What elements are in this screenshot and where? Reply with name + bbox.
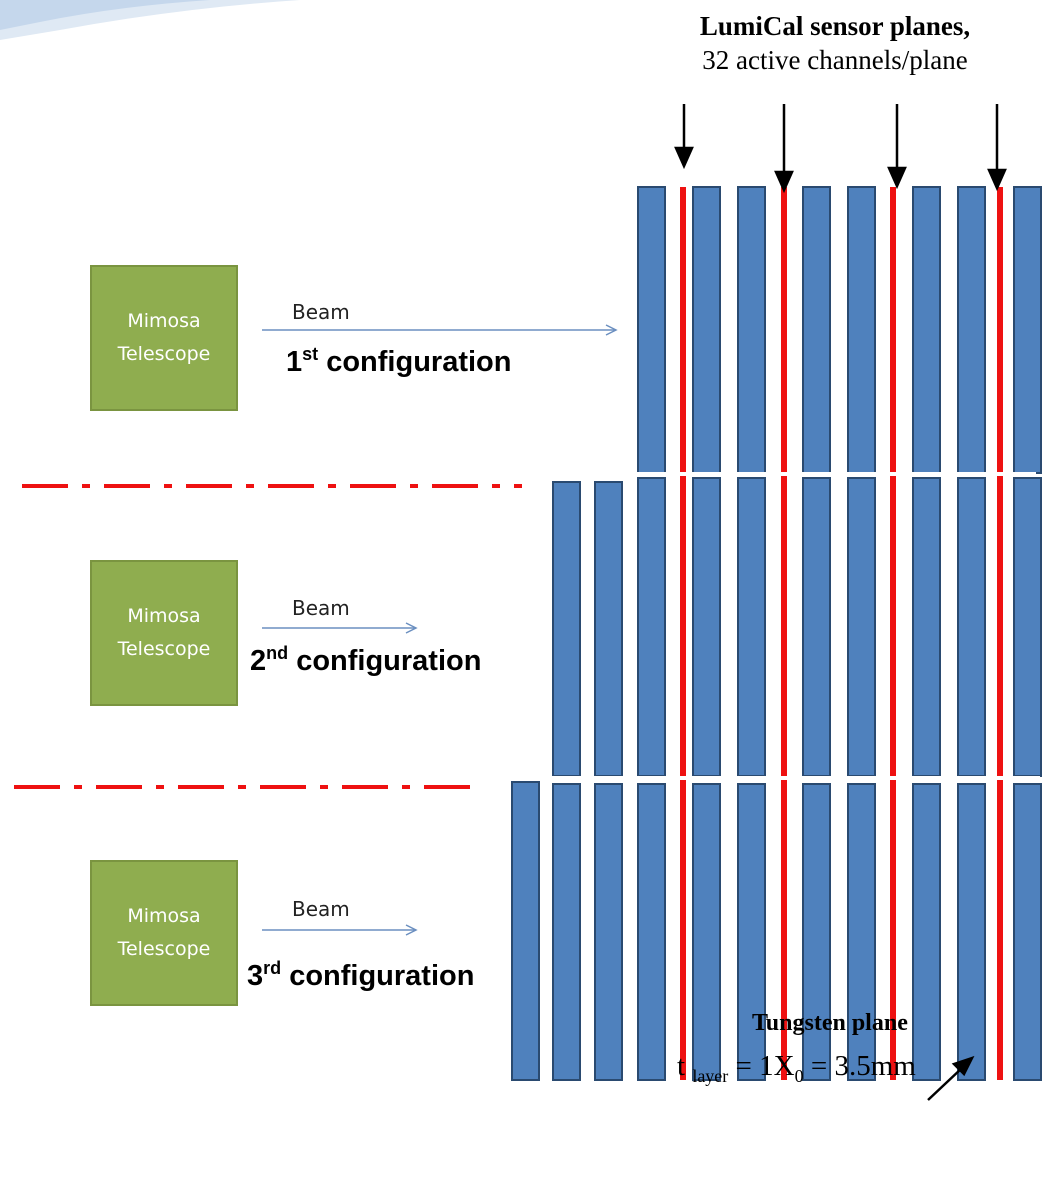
tungsten-plate xyxy=(847,783,876,1081)
tungsten-plate xyxy=(737,477,766,777)
tungsten-plate xyxy=(552,783,581,1081)
telescope-label: Mimosa xyxy=(127,310,201,332)
sensor-pointer-arrow xyxy=(774,104,794,194)
tungsten-plate xyxy=(957,477,986,777)
tungsten-plate xyxy=(802,477,831,777)
tungsten-plate xyxy=(1013,477,1042,777)
tungsten-plate xyxy=(912,783,941,1081)
header-subtitle: 32 active channels/plane xyxy=(702,45,968,75)
tungsten-plate xyxy=(637,186,666,474)
section-gap xyxy=(636,472,1036,476)
tungsten-plate xyxy=(552,481,581,777)
sensor-plane xyxy=(680,187,686,1080)
tungsten-plate xyxy=(594,481,623,777)
tungsten-plane-label: Tungsten plane xyxy=(752,1010,908,1036)
config-label-3: 3rd configuration xyxy=(247,958,475,992)
tungsten-plate xyxy=(957,783,986,1081)
layer-thickness-formula: t layer = 1X0 = 3.5mm xyxy=(677,1050,916,1086)
corner-decoration xyxy=(0,0,300,40)
tungsten-plate xyxy=(594,783,623,1081)
mimosa-telescope-2: Mimosa Telescope xyxy=(90,560,238,706)
beam-label: Beam xyxy=(292,897,350,921)
section-gap xyxy=(550,776,1040,780)
tungsten-plate xyxy=(737,783,766,1081)
beam-label: Beam xyxy=(292,596,350,620)
tungsten-plate xyxy=(957,186,986,474)
beam-arrow xyxy=(262,622,418,634)
tungsten-plate xyxy=(1013,783,1042,1081)
mimosa-telescope-3: Mimosa Telescope xyxy=(90,860,238,1006)
tungsten-plate xyxy=(1013,186,1042,474)
mimosa-telescope-1: Mimosa Telescope xyxy=(90,265,238,411)
tungsten-plate xyxy=(692,477,721,777)
sensor-plane xyxy=(781,187,787,1080)
sensor-pointer-arrow xyxy=(887,104,907,190)
tungsten-plate xyxy=(912,477,941,777)
beam-arrow xyxy=(262,924,418,936)
tungsten-plate xyxy=(511,781,540,1081)
tungsten-plate xyxy=(692,783,721,1081)
tungsten-plate xyxy=(737,186,766,474)
tungsten-plate xyxy=(637,783,666,1081)
sensor-plane xyxy=(890,187,896,1080)
sensor-pointer-arrow xyxy=(674,104,694,170)
telescope-label: Telescope xyxy=(117,343,211,365)
telescope-label: Telescope xyxy=(117,638,211,660)
telescope-label: Mimosa xyxy=(127,605,201,627)
tungsten-plate xyxy=(637,477,666,777)
sensor-pointer-arrow xyxy=(987,104,1007,192)
tungsten-plate xyxy=(847,186,876,474)
beam-arrow xyxy=(262,324,618,336)
header: LumiCal sensor planes, 32 active channel… xyxy=(600,10,1053,78)
tungsten-pointer-arrow xyxy=(927,1055,975,1101)
tungsten-plate xyxy=(912,186,941,474)
header-title: LumiCal sensor planes, xyxy=(699,11,971,41)
telescope-label: Mimosa xyxy=(127,905,201,927)
telescope-label: Telescope xyxy=(117,938,211,960)
config-label-2: 2nd configuration xyxy=(250,643,482,677)
beam-label: Beam xyxy=(292,300,350,324)
tungsten-plate xyxy=(847,477,876,777)
sensor-plane xyxy=(997,187,1003,1080)
tungsten-plate xyxy=(692,186,721,474)
config-label-1: 1st configuration xyxy=(286,344,512,378)
tungsten-plate xyxy=(802,186,831,474)
tungsten-plate xyxy=(802,783,831,1081)
